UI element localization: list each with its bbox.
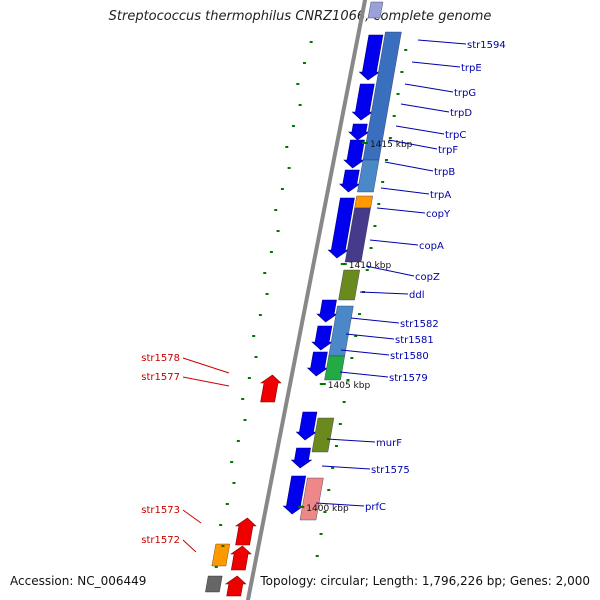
forward-gene-leader (395, 125, 445, 135)
forward-gene-arrow (316, 299, 339, 323)
genome-summary-text: Topology: circular; Length: 1,796,226 bp… (260, 574, 590, 588)
forward-gene-leader (411, 61, 461, 68)
genome-backbone (245, 0, 368, 600)
reverse-gene-arrow (260, 374, 282, 403)
forward-gene-label: copY (426, 209, 451, 220)
forward-gene-label: trpC (445, 130, 466, 141)
forward-gene-leader (365, 265, 415, 277)
feature-band-orange (354, 195, 373, 209)
feature-band-olive (338, 269, 361, 301)
forward-gene-arrow (327, 197, 355, 259)
forward-gene-label: copZ (415, 272, 440, 283)
forward-gene-label: trpF (438, 145, 458, 156)
forward-gene-leader (369, 239, 419, 246)
forward-gene-label: murF (376, 438, 402, 449)
forward-gene-label: str1580 (390, 351, 429, 362)
forward-gene-leader (388, 139, 438, 150)
feature-band-grey (205, 575, 223, 593)
feature-band-grey (367, 1, 384, 19)
reverse-gene-label: str1577 (141, 372, 180, 383)
map-title: Streptococcus thermophilus CNRZ1066, com… (108, 9, 492, 24)
forward-gene-leader (376, 207, 426, 214)
forward-gene-leader (380, 187, 430, 195)
forward-gene-label: trpB (434, 167, 455, 178)
forward-gene-label: trpE (461, 63, 482, 74)
accession-text: Accession: NC_006449 (10, 574, 147, 588)
forward-gene-arrow (311, 325, 334, 351)
forward-gene-label: str1581 (395, 335, 434, 346)
reverse-gene-label: str1578 (141, 353, 180, 364)
reverse-gene-leader (182, 376, 230, 387)
reverse-gene-arrow (224, 575, 247, 597)
forward-gene-leader (339, 371, 389, 378)
reverse-gene-leader (182, 357, 230, 374)
forward-gene-leader (326, 438, 376, 443)
forward-gene-arrow (348, 123, 370, 141)
reverse-gene-leader (182, 509, 202, 524)
forward-gene-leader (350, 317, 400, 324)
forward-gene-leader (340, 349, 390, 356)
forward-gene-arrow (339, 169, 361, 193)
reverse-gene-leader (182, 539, 197, 553)
feature-band-olive (311, 417, 335, 453)
feature-band-orange (211, 543, 231, 567)
forward-gene-label: copA (419, 241, 444, 252)
feature-band-green (324, 355, 345, 381)
forward-gene-label: trpA (430, 190, 451, 201)
forward-gene-leader (400, 103, 450, 113)
kbp-tick-label: 1400 kbp (306, 504, 349, 514)
forward-gene-leader (417, 39, 467, 45)
feature-band-blue (357, 159, 380, 193)
forward-gene-label: str1582 (400, 319, 439, 330)
forward-gene-label: ddl (409, 290, 424, 301)
reverse-gene-label: str1572 (141, 535, 180, 546)
forward-gene-label: str1575 (371, 465, 410, 476)
forward-gene-arrow (306, 351, 329, 377)
forward-gene-arrow (343, 139, 365, 169)
forward-gene-leader (404, 83, 454, 93)
forward-gene-arrow (282, 475, 307, 515)
forward-gene-arrow (351, 83, 375, 121)
reverse-gene-arrow (234, 517, 257, 546)
forward-gene-label: trpD (450, 108, 472, 119)
forward-gene-arrow (358, 34, 384, 81)
forward-gene-label: str1594 (467, 40, 506, 51)
forward-gene-label: trpG (454, 88, 476, 99)
reverse-gene-label: str1573 (141, 505, 180, 516)
forward-gene-label: prfC (365, 502, 386, 513)
forward-gene-arrow (295, 411, 318, 441)
kbp-tick-label: 1405 kbp (328, 381, 371, 391)
forward-gene-leader (345, 333, 395, 340)
forward-gene-leader (321, 465, 371, 470)
kbp-tick-label: 1415 kbp (370, 140, 413, 150)
forward-gene-leader (384, 161, 434, 172)
kbp-tick-label: 1410 kbp (349, 261, 392, 271)
forward-gene-label: str1579 (389, 373, 428, 384)
forward-gene-arrow (290, 447, 313, 469)
forward-gene-leader (315, 502, 365, 507)
forward-gene-leader (359, 291, 409, 295)
reverse-gene-arrow (230, 545, 252, 571)
feature-band-purple (344, 207, 371, 263)
